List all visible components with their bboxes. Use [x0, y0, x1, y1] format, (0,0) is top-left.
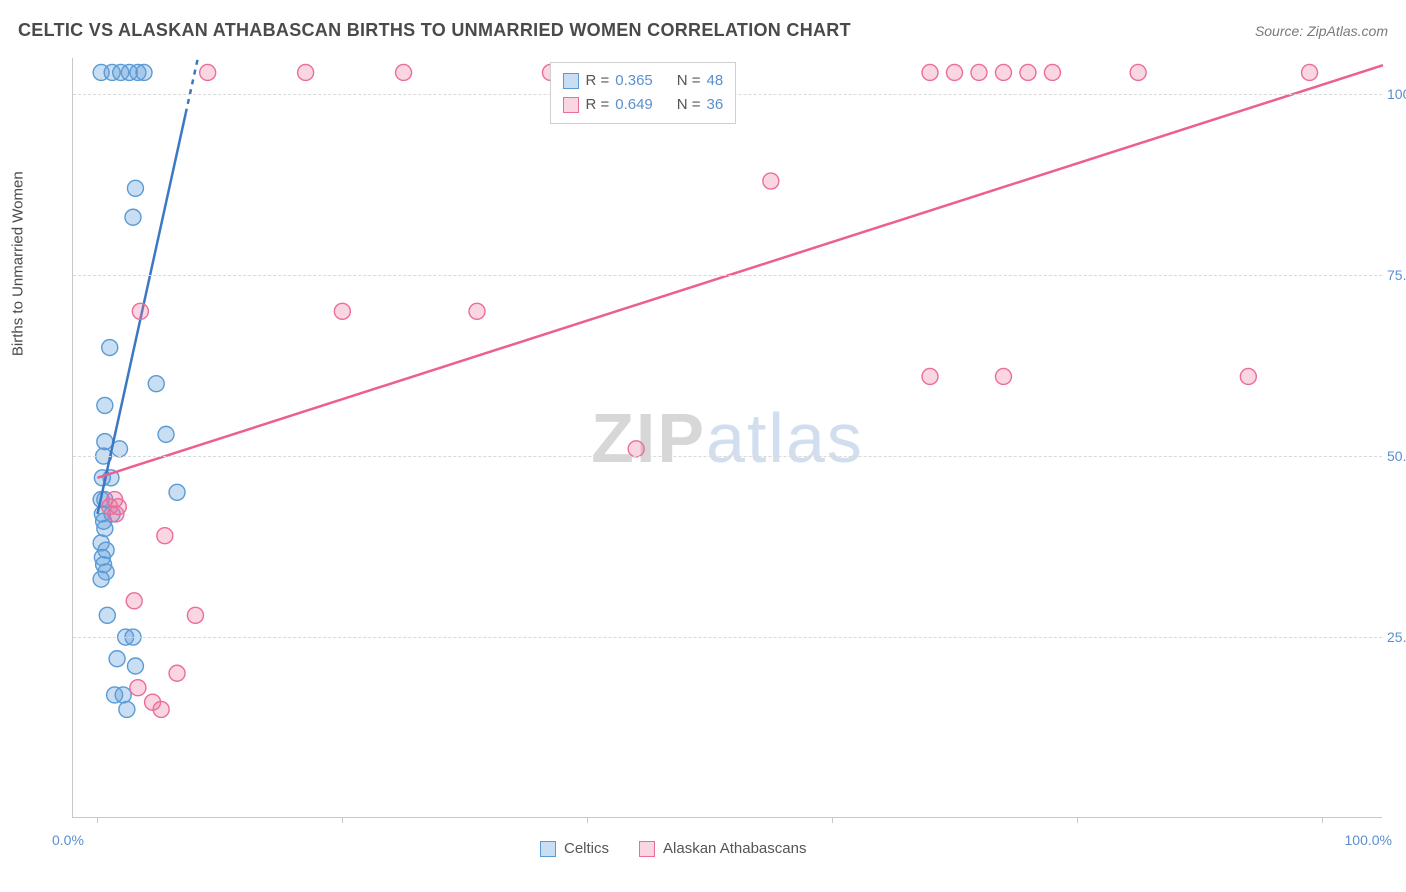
x-tick: [1077, 817, 1078, 823]
legend-swatch: [563, 97, 579, 113]
gridline-h: [73, 275, 1382, 276]
scatter-point-celtics: [136, 64, 152, 80]
legend-swatch: [540, 841, 556, 857]
scatter-point-athabascans: [298, 64, 314, 80]
scatter-point-athabascans: [1302, 64, 1318, 80]
legend-panel: R =0.365 N =48 R =0.649 N =36: [550, 62, 736, 124]
scatter-point-athabascans: [763, 173, 779, 189]
scatter-point-celtics: [97, 520, 113, 536]
gridline-h: [73, 456, 1382, 457]
scatter-point-athabascans: [1044, 64, 1060, 80]
scatter-point-athabascans: [169, 665, 185, 681]
scatter-point-athabascans: [130, 680, 146, 696]
scatter-point-celtics: [158, 426, 174, 442]
scatter-point-athabascans: [334, 303, 350, 319]
bottom-legend-item: Alaskan Athabascans: [639, 840, 806, 857]
y-tick-label: 25.0%: [1387, 629, 1406, 645]
scatter-point-athabascans: [628, 441, 644, 457]
legend-r-value: 0.649: [615, 93, 653, 117]
legend-r-value: 0.365: [615, 69, 653, 93]
legend-n-value: 36: [707, 93, 724, 117]
scatter-svg: [73, 58, 1382, 817]
scatter-point-celtics: [127, 658, 143, 674]
scatter-point-celtics: [99, 607, 115, 623]
scatter-point-athabascans: [1020, 64, 1036, 80]
legend-row: R =0.649 N =36: [563, 93, 723, 117]
plot-area: ZIPatlas 25.0%50.0%75.0%100.0%R =0.365N …: [72, 58, 1382, 818]
scatter-point-celtics: [119, 701, 135, 717]
scatter-point-celtics: [109, 651, 125, 667]
scatter-point-athabascans: [995, 368, 1011, 384]
scatter-point-athabascans: [971, 64, 987, 80]
scatter-point-athabascans: [153, 701, 169, 717]
scatter-point-celtics: [115, 687, 131, 703]
scatter-point-athabascans: [200, 64, 216, 80]
scatter-point-celtics: [97, 397, 113, 413]
bottom-legend: Celtics Alaskan Athabascans: [540, 840, 806, 857]
y-tick-label: 50.0%: [1387, 448, 1406, 464]
x-max-label: 100.0%: [1345, 832, 1392, 848]
x-tick: [342, 817, 343, 823]
chart-title: CELTIC VS ALASKAN ATHABASCAN BIRTHS TO U…: [18, 20, 851, 41]
legend-n-label: N =: [677, 69, 701, 93]
scatter-point-athabascans: [922, 64, 938, 80]
scatter-point-athabascans: [1130, 64, 1146, 80]
bottom-legend-label: Celtics: [564, 840, 609, 857]
scatter-point-athabascans: [946, 64, 962, 80]
legend-n-label: N =: [677, 93, 701, 117]
x-min-label: 0.0%: [52, 832, 84, 848]
scatter-point-celtics: [125, 209, 141, 225]
scatter-point-athabascans: [187, 607, 203, 623]
x-tick: [587, 817, 588, 823]
bottom-legend-item: Celtics: [540, 840, 609, 857]
scatter-point-celtics: [127, 180, 143, 196]
legend-r-label: R =: [585, 93, 609, 117]
scatter-point-athabascans: [132, 303, 148, 319]
legend-n-value: 48: [707, 69, 724, 93]
source-text: Source: ZipAtlas.com: [1255, 23, 1388, 39]
y-tick-label: 75.0%: [1387, 267, 1406, 283]
scatter-point-athabascans: [157, 528, 173, 544]
scatter-point-celtics: [102, 340, 118, 356]
scatter-point-athabascans: [922, 368, 938, 384]
scatter-point-athabascans: [107, 492, 123, 508]
scatter-point-celtics: [97, 434, 113, 450]
legend-r-label: R =: [585, 69, 609, 93]
bottom-legend-label: Alaskan Athabascans: [663, 840, 806, 857]
scatter-point-celtics: [93, 571, 109, 587]
scatter-point-athabascans: [1240, 368, 1256, 384]
y-axis-title: Births to Unmarried Women: [10, 171, 27, 356]
scatter-point-athabascans: [995, 64, 1011, 80]
scatter-point-athabascans: [469, 303, 485, 319]
scatter-point-celtics: [169, 484, 185, 500]
x-tick: [1322, 817, 1323, 823]
x-tick: [832, 817, 833, 823]
y-tick-label: 100.0%: [1387, 86, 1406, 102]
scatter-point-athabascans: [126, 593, 142, 609]
legend-swatch: [563, 73, 579, 89]
scatter-point-celtics: [94, 470, 110, 486]
trend-line-celtics-dashed: [186, 58, 198, 114]
title-bar: CELTIC VS ALASKAN ATHABASCAN BIRTHS TO U…: [18, 20, 1388, 41]
scatter-point-athabascans: [396, 64, 412, 80]
trend-line-athabascans: [97, 65, 1383, 478]
gridline-h: [73, 637, 1382, 638]
legend-row: R =0.365 N =48: [563, 69, 723, 93]
x-tick: [97, 817, 98, 823]
legend-swatch: [639, 841, 655, 857]
scatter-point-celtics: [148, 376, 164, 392]
